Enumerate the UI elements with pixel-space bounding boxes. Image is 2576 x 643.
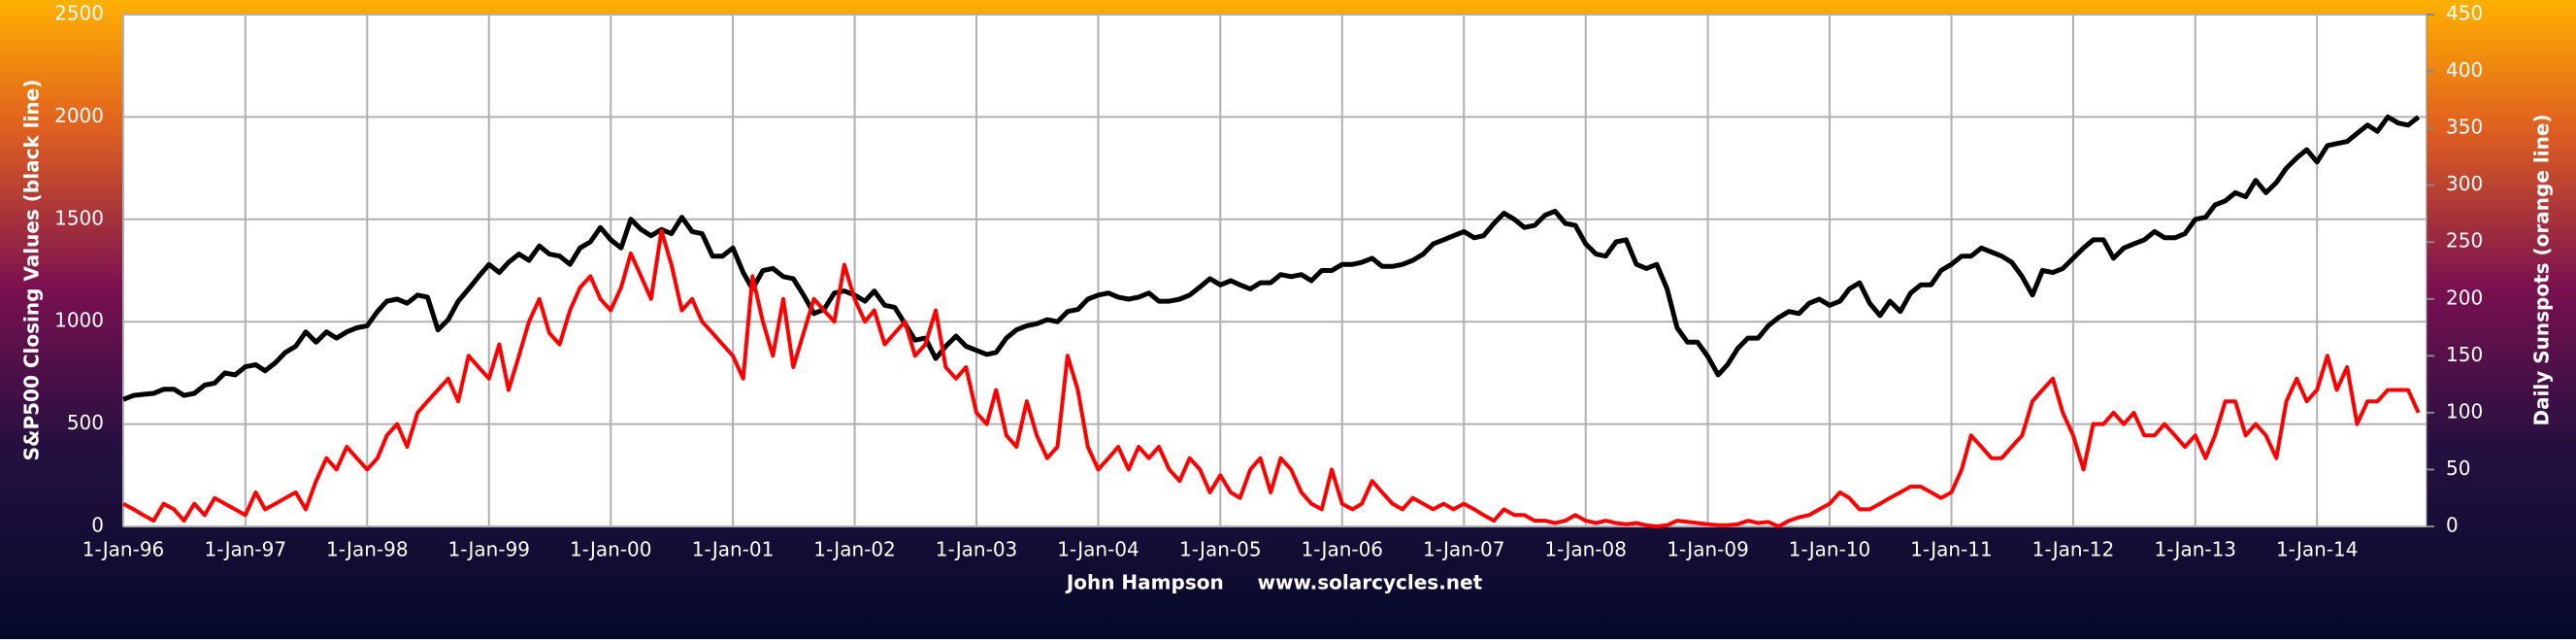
x-tick-label: 1-Jan-00 bbox=[570, 538, 652, 561]
x-tick-label: 1-Jan-02 bbox=[813, 538, 896, 561]
x-tick-label: 1-Jan-97 bbox=[205, 538, 287, 561]
x-tick-label: 1-Jan-14 bbox=[2276, 538, 2359, 561]
y2-tick-label: 100 bbox=[2446, 399, 2483, 423]
y2-tick-label: 450 bbox=[2446, 2, 2483, 25]
y2-tick-label: 200 bbox=[2446, 286, 2483, 309]
x-tick-label: 1-Jan-99 bbox=[447, 538, 530, 561]
y2-tick-label: 0 bbox=[2446, 514, 2459, 537]
y-axis-label: S&P500 Closing Values (black line) bbox=[20, 80, 44, 461]
x-tick-label: 1-Jan-07 bbox=[1423, 538, 1505, 561]
x-tick-label: 1-Jan-01 bbox=[692, 538, 775, 561]
plot-area bbox=[122, 14, 2427, 527]
y2-tick-label: 150 bbox=[2446, 343, 2483, 366]
x-tick-label: 1-Jan-12 bbox=[2032, 538, 2115, 561]
y2-tick-label: 250 bbox=[2446, 229, 2483, 253]
y2-tick-label: 400 bbox=[2446, 58, 2483, 82]
y-tick-label: 2000 bbox=[54, 104, 104, 127]
y2-tick-label: 350 bbox=[2446, 116, 2483, 139]
y-tick-label: 0 bbox=[91, 514, 104, 537]
series-line bbox=[122, 114, 2421, 402]
x-tick-label: 1-Jan-05 bbox=[1179, 538, 1262, 561]
x-tick-label: 1-Jan-13 bbox=[2154, 538, 2236, 561]
x-tick-label: 1-Jan-96 bbox=[83, 538, 165, 561]
x-tick-label: 1-Jan-08 bbox=[1544, 538, 1627, 561]
x-tick-label: 1-Jan-11 bbox=[1910, 538, 1993, 561]
series-line bbox=[122, 228, 2421, 528]
x-tick-label: 1-Jan-03 bbox=[936, 538, 1018, 561]
x-tick-label: 1-Jan-10 bbox=[1789, 538, 1871, 561]
y2-tick-label: 300 bbox=[2446, 172, 2483, 195]
y-tick-label: 1500 bbox=[54, 206, 104, 229]
y2-axis-label: Daily Sunspots (orange line) bbox=[2530, 114, 2554, 425]
x-tick-label: 1-Jan-06 bbox=[1301, 538, 1383, 561]
y2-tick-label: 50 bbox=[2446, 457, 2470, 480]
x-tick-label: 1-Jan-04 bbox=[1057, 538, 1139, 561]
x-tick-label: 1-Jan-98 bbox=[326, 538, 409, 561]
y-tick-label: 1000 bbox=[54, 309, 104, 332]
y-tick-label: 2500 bbox=[54, 2, 104, 25]
y-tick-label: 500 bbox=[67, 411, 104, 434]
x-tick-label: 1-Jan-09 bbox=[1667, 538, 1749, 561]
x-axis-label: John Hampson www.solarcycles.net bbox=[1065, 571, 1483, 594]
